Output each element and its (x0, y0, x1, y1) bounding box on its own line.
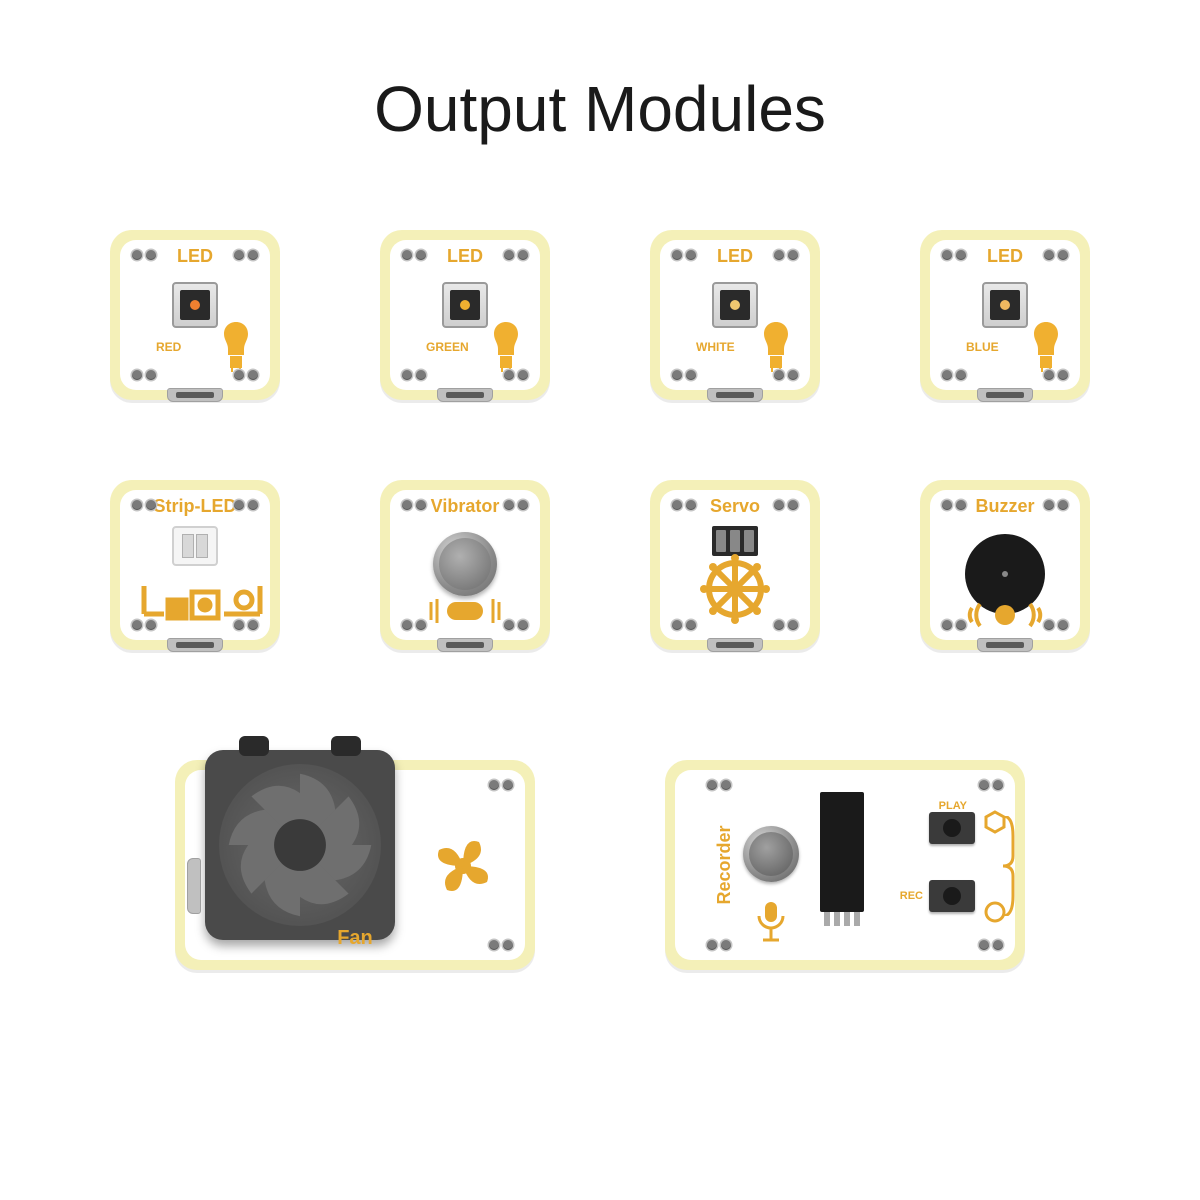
led-color-label: BLUE (966, 340, 999, 354)
led-color-label: GREEN (426, 340, 469, 354)
servo-header-icon (712, 526, 758, 556)
led-color-label: RED (156, 340, 181, 354)
wheel-icon (700, 554, 770, 624)
module-grid: LED RED LED GREEN LED (0, 230, 1200, 970)
strip-led-icon (134, 576, 274, 626)
connector-icon (707, 638, 763, 652)
connector-icon (977, 638, 1033, 652)
row-leds: LED RED LED GREEN LED (110, 230, 1090, 400)
bulb-icon (488, 320, 524, 372)
module-title: Recorder (714, 825, 735, 904)
ic-chip-icon (820, 792, 864, 912)
module-led-green: LED GREEN (380, 230, 550, 400)
mic-glyph-icon (753, 900, 789, 944)
module-vibrator: Vibrator (380, 480, 550, 650)
connector-icon (437, 638, 493, 652)
connector-icon (187, 858, 201, 914)
led-chip-icon (442, 282, 488, 328)
connector-icon (707, 388, 763, 402)
led-chip-icon (982, 282, 1028, 328)
fan-body-icon (205, 750, 395, 940)
module-servo: Servo (650, 480, 820, 650)
row-large: Fan Recorder (175, 760, 1025, 970)
led-chip-icon (712, 282, 758, 328)
led-chip-icon (172, 282, 218, 328)
sound-icon (960, 600, 1050, 630)
play-button-icon (929, 812, 975, 844)
rec-label: REC (900, 890, 923, 902)
module-buzzer: Buzzer (920, 480, 1090, 650)
connector-icon (977, 388, 1033, 402)
bulb-icon (1028, 320, 1064, 372)
bulb-icon (758, 320, 794, 372)
fan-blades-icon (427, 830, 499, 902)
connector-icon (437, 388, 493, 402)
module-led-blue: LED BLUE (920, 230, 1090, 400)
rec-button-icon (929, 880, 975, 912)
page-title: Output Modules (0, 0, 1200, 146)
module-title: Fan (185, 927, 525, 950)
led-color-label: WHITE (696, 340, 735, 354)
module-strip-led: Strip-LED (110, 480, 280, 650)
connector-icon (167, 388, 223, 402)
module-led-white: LED WHITE (650, 230, 820, 400)
module-fan: Fan (175, 760, 535, 970)
module-recorder: Recorder PLAY REC (665, 760, 1025, 970)
bulb-icon (218, 320, 254, 372)
connector-white-icon (172, 526, 218, 566)
brace-icon (1001, 816, 1015, 916)
row-misc: Strip-LED V (110, 480, 1090, 650)
connector-icon (167, 638, 223, 652)
vibration-icon (425, 596, 505, 626)
play-label: PLAY (939, 800, 967, 812)
vibrator-motor-icon (433, 532, 497, 596)
module-led-red: LED RED (110, 230, 280, 400)
microphone-icon (743, 826, 799, 882)
